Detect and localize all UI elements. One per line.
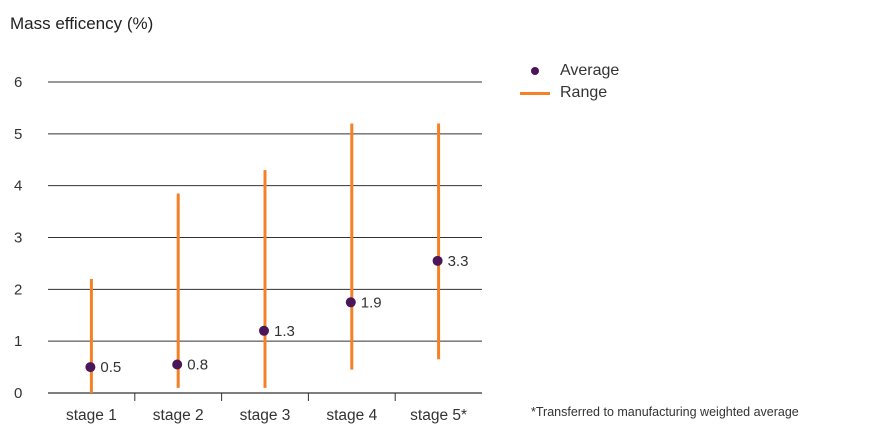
- data-label: 0.8: [187, 356, 208, 373]
- average-point: [172, 359, 183, 370]
- legend-marker-average: [531, 67, 539, 75]
- average-point: [432, 255, 443, 266]
- y-tick-label: 1: [14, 333, 22, 350]
- y-axis-label: Mass efficency (%): [10, 14, 154, 33]
- footnote: *Transferred to manufacturing weighted a…: [531, 405, 799, 419]
- data-label: 1.3: [274, 323, 295, 340]
- legend-entry-average: Average: [520, 60, 619, 82]
- legend-marker-range: [520, 91, 550, 95]
- x-tick-label: stage 3: [240, 407, 291, 424]
- data-label: 1.9: [361, 294, 382, 311]
- y-tick-label: 0: [14, 385, 22, 402]
- legend: Average Range: [520, 60, 619, 104]
- data-label: 0.5: [100, 359, 121, 376]
- y-tick-label: 2: [14, 281, 22, 298]
- legend-entry-range: Range: [520, 82, 619, 104]
- x-tick-label: stage 4: [326, 407, 377, 424]
- y-tick-label: 3: [14, 230, 22, 247]
- y-tick-label: 6: [14, 74, 22, 91]
- average-point: [85, 362, 96, 373]
- x-tick-label: stage 1: [66, 407, 117, 424]
- legend-label-average: Average: [560, 62, 620, 79]
- legend-label-range: Range: [560, 84, 608, 101]
- y-tick-label: 5: [14, 126, 22, 143]
- average-point: [345, 297, 356, 308]
- x-tick-label: stage 2: [153, 407, 204, 424]
- y-tick-label: 4: [14, 178, 22, 195]
- x-tick-label: stage 5*: [410, 407, 467, 424]
- average-point: [259, 325, 269, 336]
- data-label: 3.3: [448, 253, 469, 270]
